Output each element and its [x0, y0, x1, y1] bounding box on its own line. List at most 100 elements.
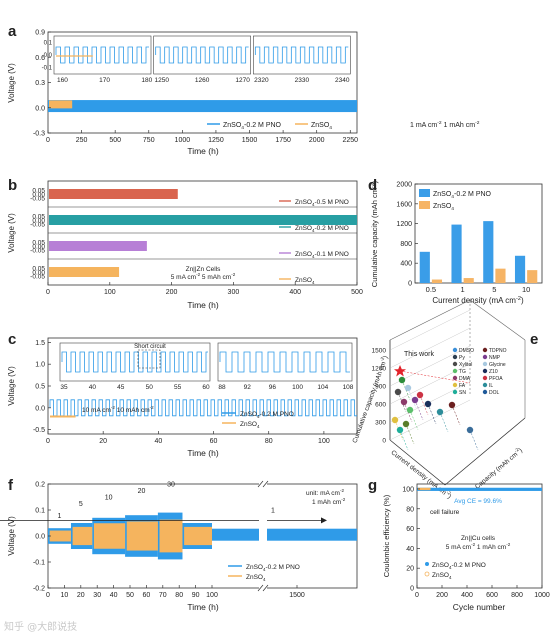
legend-marker [452, 354, 458, 360]
x-tick-label: 400 [289, 289, 301, 296]
inset-frame [59, 342, 211, 382]
drop-line [414, 399, 424, 421]
x-tick-label: 1500 [289, 592, 305, 599]
legend-marker [452, 375, 458, 381]
x-tick-label: 100 [206, 592, 218, 599]
inset-tick-label: 55 [174, 384, 182, 391]
y-tick-label: 0.05 [32, 266, 45, 273]
x-tick-label: 1000 [534, 592, 550, 599]
x-tick-label: 0.5 [426, 285, 436, 294]
drop-line [469, 429, 479, 451]
y-tick-label: -0.05 [30, 196, 45, 203]
legend-marker [482, 354, 488, 360]
x-tick-label: 600 [486, 592, 498, 599]
y-tick-label: 0.05 [32, 240, 45, 247]
legend-marker [452, 361, 458, 367]
inset-frame [153, 35, 251, 75]
x-tick-label: 800 [511, 592, 523, 599]
axis-title: Time (h) [187, 300, 218, 310]
y-tick-label: 2000 [396, 182, 412, 189]
y-tick-label: 1.5 [35, 340, 45, 347]
inset-tick-label: -0.1 [42, 66, 53, 72]
drop-line [399, 429, 409, 451]
legend-label: FA [459, 383, 466, 389]
legend-swatch [419, 189, 430, 197]
inset-tick-label: 88 [218, 384, 226, 391]
x-tick-label: 10 [61, 592, 69, 599]
x-axis [389, 439, 446, 486]
annotation: Zn||Zn Cells [186, 266, 222, 273]
arrow-head [321, 517, 327, 524]
legend-marker [482, 347, 488, 353]
rate-label: 1 [271, 507, 275, 514]
legend-marker [482, 361, 488, 367]
inset-tick-label: 35 [60, 384, 68, 391]
inset-tick-label: 2320 [254, 77, 269, 84]
axis-title: Current density (mA cm-2​) [432, 296, 524, 305]
inset-tick-label: 170 [99, 77, 110, 84]
legend-label: Py [459, 355, 465, 361]
scatter-point [448, 401, 456, 409]
inset-tick-label: 60 [202, 384, 210, 391]
x-tick-label: 0 [415, 592, 419, 599]
legend-label: ZnSO4​ [246, 574, 266, 582]
inset-frame [217, 342, 353, 382]
legend-label: ZnSO4​-0.2 M PNO [433, 191, 492, 200]
y-tick-label: 60 [406, 526, 414, 533]
panel-letter: e [530, 331, 538, 348]
bar [483, 221, 494, 283]
drop-line [409, 409, 419, 431]
x-tick-label: 90 [192, 592, 200, 599]
panel-letter: g [368, 477, 377, 494]
legend-label: ZnSO4​-0.2 M PNO [223, 122, 282, 131]
inset-tick-label: 1260 [195, 77, 210, 84]
x-tick-label: 40 [110, 592, 118, 599]
rate-label: 5 [79, 501, 83, 508]
series-band-pno [48, 100, 357, 113]
annotation: 1 mAh cm-2​ [312, 497, 346, 506]
annotation: Short circuit [134, 344, 166, 350]
star-marker [394, 365, 406, 377]
panel-d-frame [414, 183, 543, 284]
legend-label: ZnSO4​-0.2 M PNO [295, 225, 349, 233]
y-tick-label: 0.00 [32, 244, 45, 251]
drop-line [405, 423, 415, 445]
y-tick-label: -0.2 [33, 586, 45, 593]
panel-letter: f [8, 477, 14, 494]
y-tick-label: -0.3 [33, 131, 45, 138]
x-tick-label: 400 [461, 592, 473, 599]
axis-title: Cycle number [453, 602, 506, 612]
x-tick-label: 60 [210, 438, 218, 445]
drop-line [439, 411, 449, 433]
inset-curve [254, 46, 349, 64]
z-tick-label: 300 [375, 420, 386, 427]
y-tick-label: 1600 [396, 201, 412, 208]
z-tick-label: 1500 [372, 348, 387, 355]
bar [419, 251, 430, 283]
legend-marker [452, 382, 458, 388]
y-tick-label: 400 [400, 261, 412, 268]
x-tick-label: 100 [318, 438, 330, 445]
x-tick-label: 10 [522, 285, 530, 294]
x-tick-label: 200 [166, 289, 178, 296]
legend-label: ZnSO4​ [295, 277, 315, 285]
x-tick-label: 1500 [242, 137, 258, 144]
legend-marker [424, 571, 430, 577]
x-tick-label: 70 [159, 592, 167, 599]
x-tick-label: 100 [104, 289, 116, 296]
legend-marker [452, 347, 458, 353]
panel-e-axes: 0 300 600 900 1200 1500 [372, 299, 526, 486]
y-tick-label: 800 [400, 241, 412, 248]
bar [514, 255, 526, 283]
x-tick-label: 1250 [208, 137, 224, 144]
legend-marker [482, 389, 488, 395]
inset-tick-label: 0.0 [44, 53, 53, 59]
inset-tick-label: 40 [89, 384, 97, 391]
axis-break [257, 584, 264, 592]
y-tick-label: 0 [410, 586, 414, 593]
legend-marker [482, 382, 488, 388]
rate-label: 30 [167, 481, 175, 488]
x-tick-label: 0 [46, 438, 50, 445]
inset-tick-label: 104 [317, 384, 328, 391]
annotation: 10 mA cm-2​ 10 mAh cm-2​ [82, 405, 154, 414]
